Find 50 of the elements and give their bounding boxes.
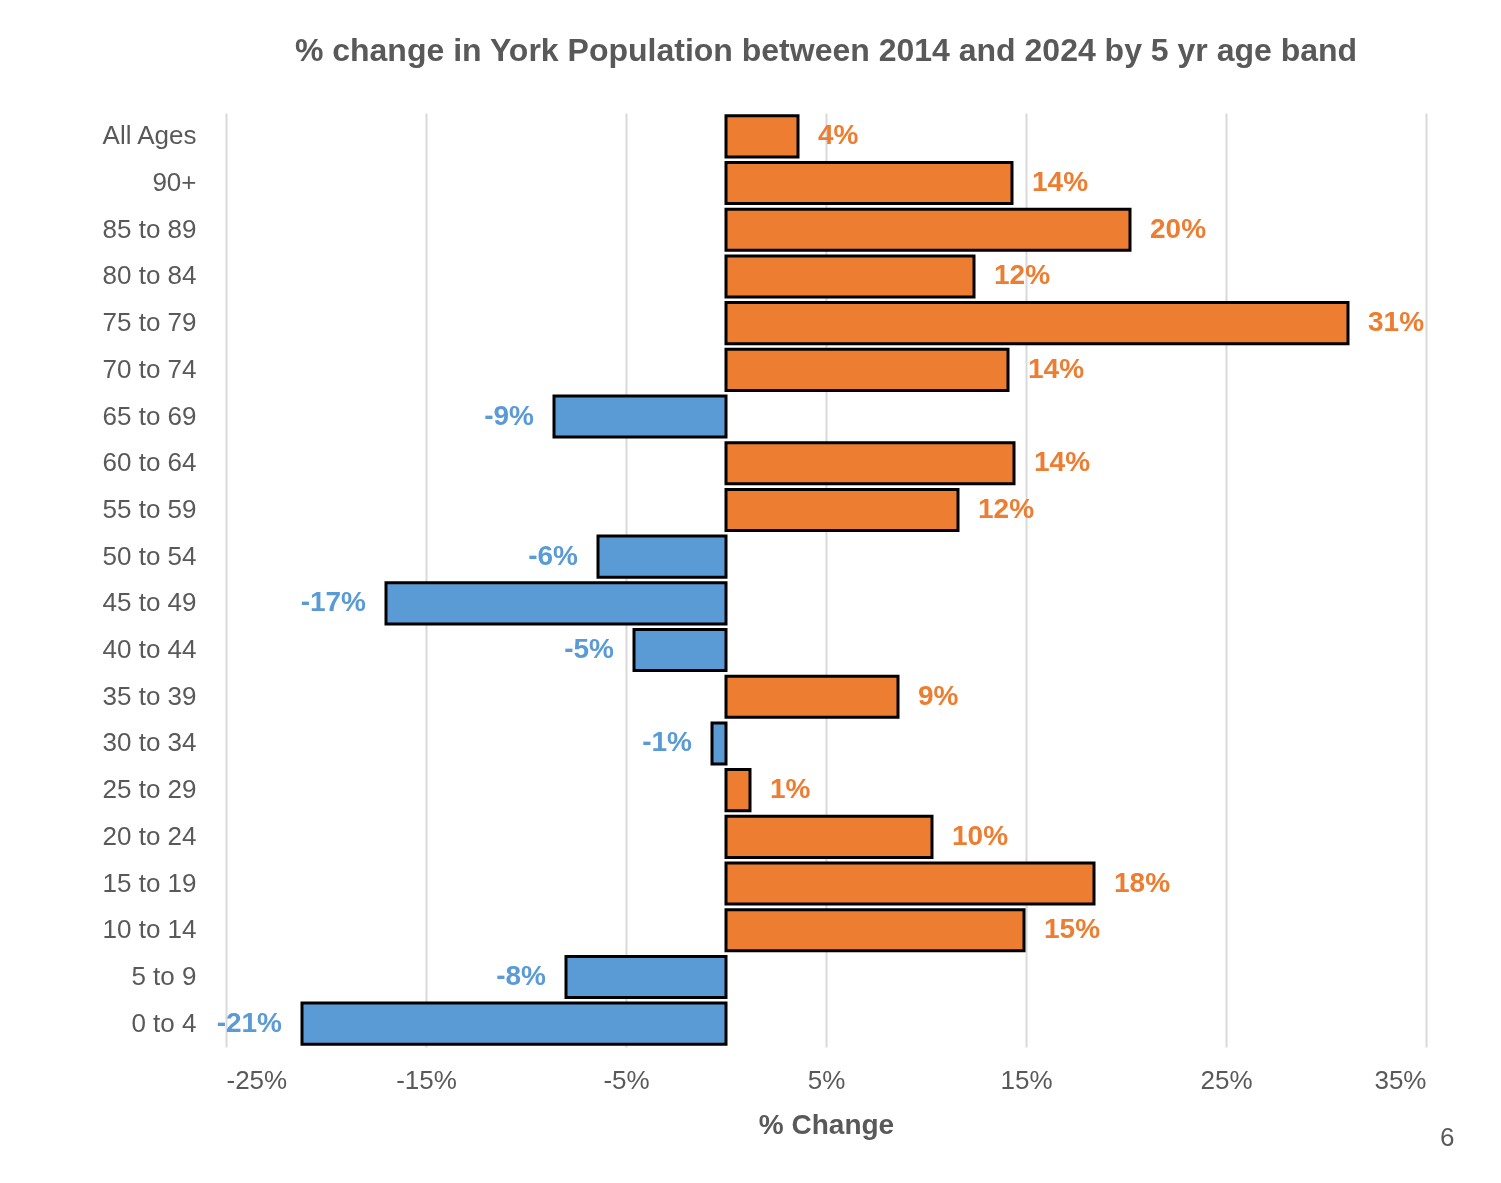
y-tick-label: 65 to 69 [102, 400, 197, 431]
y-tick-label: 70 to 74 [102, 353, 197, 384]
x-tick-label: -25% [226, 1064, 288, 1095]
data-label: -17% [300, 586, 367, 618]
data-label: 9% [918, 679, 959, 711]
y-tick-label: 85 to 89 [102, 213, 197, 244]
y-tick-label: 25 to 29 [102, 774, 197, 805]
y-tick-label: 10 to 14 [102, 914, 197, 945]
data-label: -8% [496, 959, 547, 991]
text: 6 [1440, 1122, 1455, 1153]
data-label: -1% [642, 726, 693, 758]
y-tick-label: 15 to 19 [102, 867, 197, 898]
x-tick-label: 5% [807, 1064, 846, 1095]
y-tick-label: 35 to 39 [102, 680, 197, 711]
x-axis-title: % Change [758, 1108, 895, 1140]
y-tick-label: 30 to 34 [102, 727, 197, 758]
data-label: 14% [1028, 352, 1085, 384]
y-tick-label: 50 to 54 [102, 540, 197, 571]
data-label: -5% [564, 633, 615, 665]
x-tick-label: -5% [603, 1064, 650, 1095]
data-label: 14% [1034, 446, 1091, 478]
data-label: -9% [484, 399, 535, 431]
data-label: 12% [994, 259, 1051, 291]
data-label: 31% [1368, 306, 1425, 338]
x-tick-label: 35% [1374, 1064, 1427, 1095]
x-tick-label: -15% [396, 1064, 457, 1095]
data-label: -6% [528, 539, 579, 571]
y-tick-label: 0 to 4 [131, 1007, 197, 1038]
y-tick-label: 5 to 9 [131, 960, 197, 991]
data-label: 4% [818, 119, 859, 151]
data-label: 1% [770, 773, 811, 805]
y-tick-label: 80 to 84 [102, 260, 197, 291]
y-tick-label: 60 to 64 [102, 447, 197, 478]
data-label: -21% [216, 1006, 283, 1038]
chart-title: % change in York Population between 2014 and 2024 by 5 yr age band [294, 32, 1358, 68]
data-label: 12% [978, 492, 1035, 524]
y-tick-label: 20 to 24 [102, 820, 197, 851]
y-tick-label: 75 to 79 [102, 307, 197, 338]
data-label: 14% [1032, 166, 1089, 198]
data-label: 10% [952, 819, 1009, 851]
data-label: 20% [1150, 212, 1207, 244]
x-tick-label: 25% [1200, 1064, 1253, 1095]
x-tick-label: 15% [1000, 1064, 1053, 1095]
y-tick-label: 45 to 49 [102, 587, 197, 618]
data-label: 15% [1044, 913, 1101, 945]
y-tick-label: 40 to 44 [102, 634, 197, 665]
data-label: 18% [1114, 866, 1171, 898]
y-tick-label: 90+ [152, 167, 197, 198]
y-tick-label: 55 to 59 [102, 493, 197, 524]
y-tick-label: All Ages [102, 120, 197, 151]
